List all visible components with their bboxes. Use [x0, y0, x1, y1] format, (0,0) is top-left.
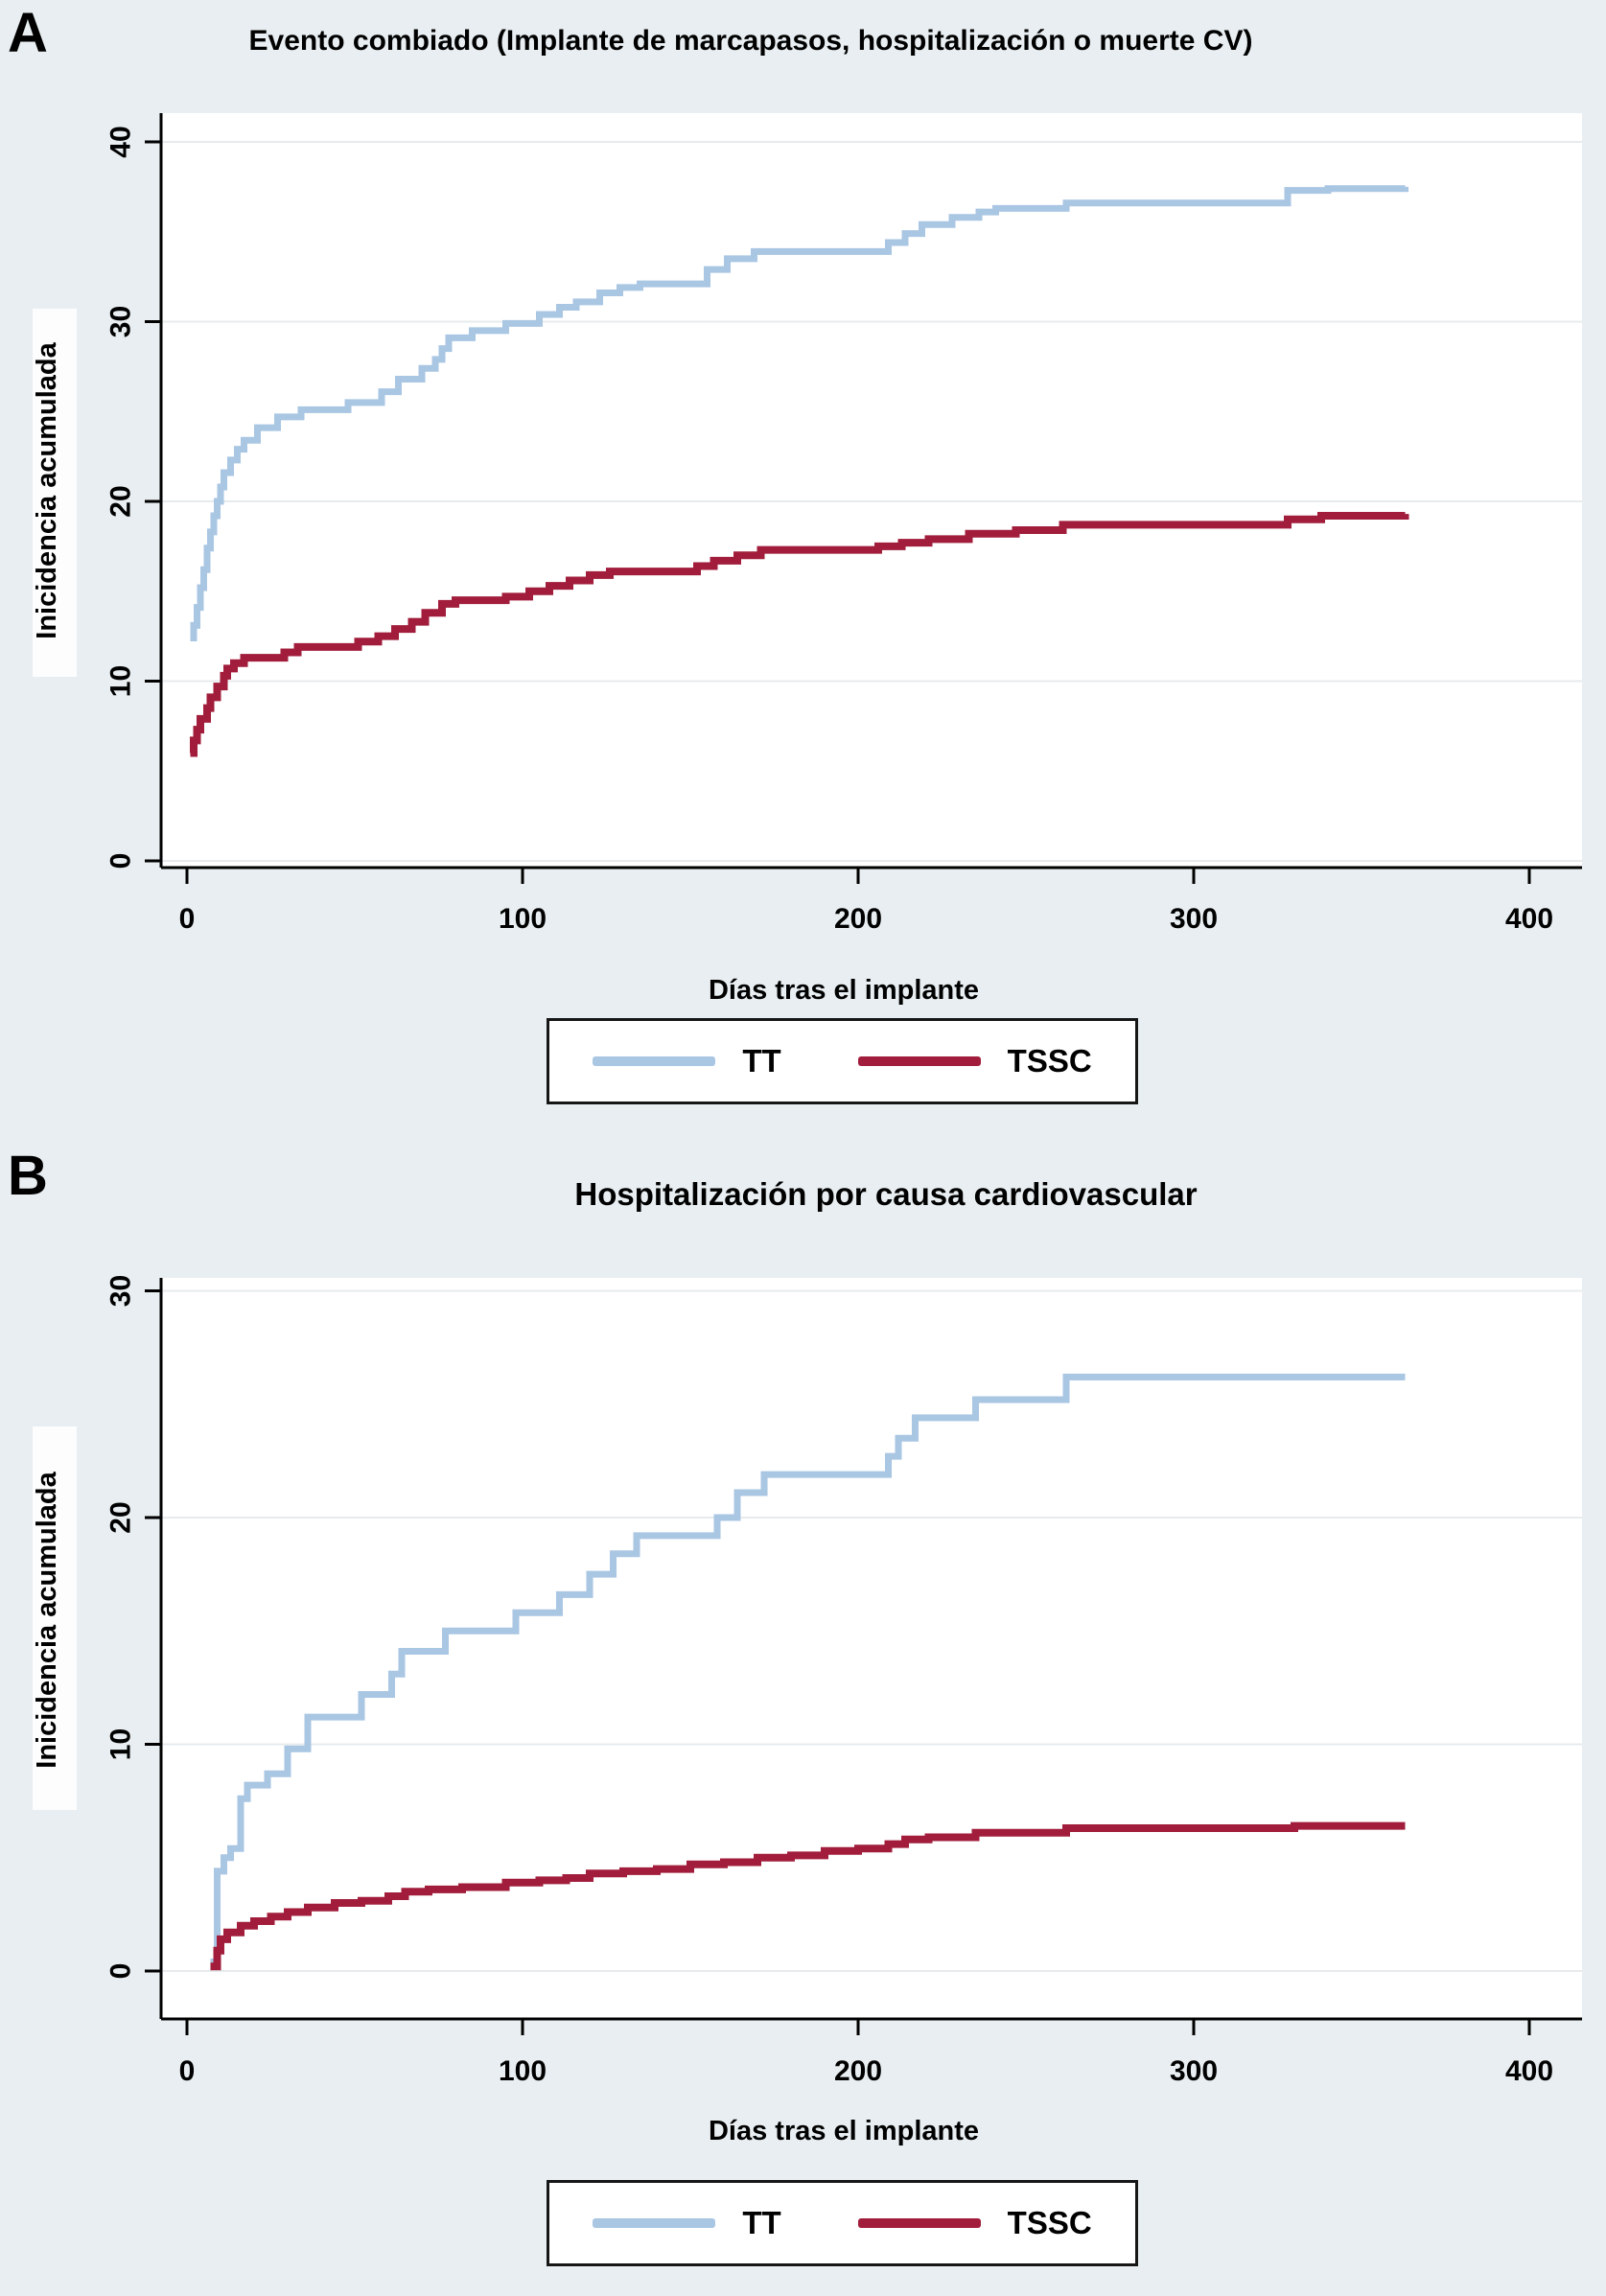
tssc-legend-line	[857, 1056, 981, 1066]
x-tick-label: 0	[179, 903, 196, 935]
x-tick-label: 100	[499, 903, 547, 935]
tt-curve	[210, 1373, 1406, 1965]
panel-b-legend: TT TSSC	[547, 2180, 1138, 2266]
y-tick-label: 20	[105, 1501, 137, 1533]
panel-b-x-axis-label: Días tras el implante	[709, 2116, 979, 2146]
y-tick-label: 10	[105, 1728, 137, 1760]
x-tick-label: 300	[1170, 2055, 1218, 2087]
x-tick-label: 400	[1505, 903, 1553, 935]
tssc-curve	[210, 1821, 1406, 1971]
legend-item-tt: TT	[593, 2205, 781, 2241]
panel-b-letter: B	[8, 1145, 48, 1207]
plot-background	[161, 1278, 1582, 2019]
panel-a-y-axis-label: Inicidencia acumulada	[32, 341, 62, 638]
tssc-legend-line	[857, 2218, 981, 2228]
x-tick-label: 400	[1505, 2055, 1553, 2087]
panel-a-x-axis-label: Días tras el implante	[709, 975, 979, 1006]
panel-a-letter: A	[8, 2, 48, 64]
x-tick-label: 200	[834, 903, 882, 935]
y-tick-label: 30	[105, 1275, 137, 1307]
x-tick-label: 300	[1170, 903, 1218, 935]
tssc-curve	[190, 512, 1409, 757]
tt-legend-label: TT	[742, 2205, 781, 2240]
y-tick-label: 0	[105, 853, 137, 870]
tssc-legend-label: TSSC	[1007, 2205, 1092, 2240]
panel-a-ylabel-backdrop	[33, 309, 77, 677]
tssc-legend-label: TSSC	[1007, 1043, 1092, 1078]
tt-legend-line	[593, 2218, 716, 2228]
y-tick-label: 20	[105, 485, 137, 517]
y-tick-label: 30	[105, 306, 137, 337]
panel-b-ylabel-backdrop	[33, 1426, 77, 1810]
panel-b-y-axis-label: Inicidencia acumulada	[32, 1471, 62, 1768]
y-tick-label: 10	[105, 665, 137, 697]
x-tick-label: 100	[499, 2055, 547, 2087]
y-tick-label: 40	[105, 126, 137, 157]
panel-b-title: Hospitalización por causa cardiovascular	[574, 1176, 1198, 1212]
legend-item-tssc: TSSC	[857, 1043, 1092, 1079]
tt-legend-label: TT	[742, 1043, 781, 1078]
tt-curve	[190, 185, 1408, 641]
legend-item-tt: TT	[593, 1043, 781, 1079]
panel-a-legend: TT TSSC	[547, 1018, 1138, 1104]
legend-item-tssc: TSSC	[857, 2205, 1092, 2241]
x-tick-label: 0	[179, 2055, 196, 2087]
panel-a-title: Evento combiado (Implante de marcapasos,…	[248, 25, 1253, 57]
x-tick-label: 200	[834, 2055, 882, 2087]
y-tick-label: 0	[105, 1963, 137, 1980]
plot-background	[161, 113, 1582, 868]
tt-legend-line	[593, 1056, 716, 1066]
